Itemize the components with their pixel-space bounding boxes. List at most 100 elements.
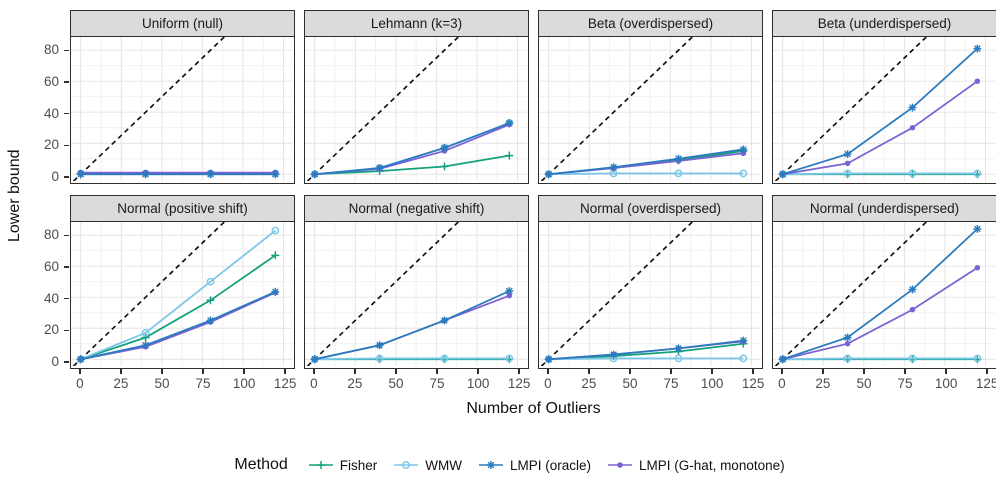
- series-line-circle-open: [314, 122, 510, 176]
- x-tick-label: 50: [856, 376, 872, 391]
- facet-panel: [304, 221, 529, 369]
- y-tick-mark: [64, 361, 69, 363]
- facet-strip: Beta (underdispersed): [772, 10, 996, 37]
- legend: Method Fisher WMW LMPI (oracle) LMPI (G-hat…: [24, 456, 995, 474]
- y-tick-label: 40: [43, 290, 59, 306]
- series-line-circle-open: [548, 357, 744, 361]
- x-tick-label: 25: [113, 376, 129, 391]
- facet-strip: Lehmann (k=3): [304, 10, 529, 37]
- panel-canvas: [305, 36, 528, 182]
- y-tick-label: 20: [43, 322, 59, 338]
- x-tick-mark: [313, 369, 315, 374]
- facet-strip: Uniform (null): [70, 10, 295, 37]
- legend-key-asterisk-icon: [479, 461, 504, 469]
- identity-reference-line: [72, 36, 225, 182]
- x-tick-label: 75: [195, 376, 211, 391]
- facet-panel: [772, 221, 996, 369]
- series-line-asterisk: [782, 47, 978, 176]
- panel-canvas: [539, 36, 762, 182]
- identity-reference-line: [774, 36, 927, 182]
- identity-reference-line: [540, 221, 693, 367]
- panel-canvas: [773, 221, 996, 367]
- panel-canvas: [539, 221, 762, 367]
- x-tick-label: 25: [815, 376, 831, 391]
- x-tick-label: 0: [76, 376, 84, 391]
- y-tick-label: 60: [43, 74, 59, 90]
- x-tick-mark: [284, 369, 286, 374]
- series-line-circle-open: [782, 357, 978, 361]
- x-tick-mark: [79, 369, 81, 374]
- x-tick-label: 0: [778, 376, 786, 391]
- facet-strip: Normal (positive shift): [70, 195, 295, 222]
- x-tick-label: 25: [581, 376, 597, 391]
- legend-key-circle-filled-icon: [608, 462, 633, 468]
- x-tick-label: 75: [663, 376, 679, 391]
- y-tick-mark: [64, 329, 69, 332]
- series-line-circle-open: [782, 172, 978, 176]
- facet-panel: [772, 36, 996, 184]
- y-tick-label: 80: [43, 42, 59, 58]
- x-tick-mark: [202, 369, 204, 374]
- series-line-plus: [80, 254, 276, 361]
- y-tick-label: 80: [43, 227, 59, 243]
- x-tick-label: 125: [975, 376, 996, 391]
- legend-key-circle-open-icon: [394, 461, 419, 469]
- x-tick-label: 50: [622, 376, 638, 391]
- legend-item-lmpi-g-hat-monotone-: LMPI (G-hat, monotone): [607, 457, 785, 473]
- facet-panel: [304, 36, 529, 184]
- x-tick-mark: [161, 369, 163, 374]
- y-tick-mark: [64, 81, 69, 83]
- identity-reference-line: [774, 221, 927, 367]
- facet-panel: [70, 221, 295, 369]
- series-line-circle-open: [80, 229, 276, 361]
- x-tick-mark: [670, 369, 672, 374]
- x-tick-label: 125: [507, 376, 531, 391]
- x-tick-label: 25: [347, 376, 363, 391]
- legend-key-plus-icon: [308, 461, 333, 469]
- facet-strip: Normal (overdispersed): [538, 195, 763, 222]
- x-tick-mark: [629, 369, 631, 374]
- legend-item-fisher: Fisher: [308, 457, 378, 473]
- legend-label: WMW: [425, 457, 463, 473]
- facet-strip: Normal (negative shift): [304, 195, 529, 222]
- y-tick-label: 40: [43, 105, 59, 121]
- legend-label: Fisher: [339, 457, 378, 473]
- y-tick-mark: [64, 297, 69, 300]
- series-line-asterisk: [782, 228, 978, 361]
- x-tick-label: 100: [934, 376, 958, 391]
- x-tick-mark: [588, 369, 590, 374]
- x-tick-mark: [822, 369, 824, 374]
- y-tick-mark: [64, 266, 69, 268]
- series-line-circle-filled: [782, 80, 978, 176]
- identity-reference-line: [306, 36, 459, 182]
- x-tick-mark: [120, 369, 122, 374]
- y-tick-mark: [64, 234, 69, 237]
- x-tick-label: 75: [897, 376, 913, 391]
- legend-title: Method: [234, 456, 288, 473]
- x-tick-mark: [904, 369, 906, 374]
- x-tick-mark: [781, 369, 783, 374]
- x-tick-label: 0: [310, 376, 318, 391]
- facet-plot-area: Number of Outliers Uniform (null) 0 20 40 60…: [24, 10, 996, 422]
- y-tick-label: 0: [51, 353, 59, 369]
- x-tick-mark: [986, 369, 988, 374]
- x-tick-mark: [863, 369, 865, 374]
- x-tick-label: 50: [154, 376, 170, 391]
- facet-panel: [538, 36, 763, 184]
- y-tick-label: 20: [43, 137, 59, 153]
- x-tick-label: 100: [232, 376, 256, 391]
- series-line-circle-open: [548, 172, 744, 176]
- panel-canvas: [773, 36, 996, 182]
- series-line-plus: [314, 154, 510, 176]
- y-tick-mark: [64, 144, 69, 147]
- series-line-asterisk: [548, 148, 744, 176]
- y-tick-mark: [64, 176, 69, 178]
- x-tick-mark: [436, 369, 438, 374]
- y-tick-label: 0: [51, 168, 59, 184]
- x-tick-label: 100: [466, 376, 490, 391]
- y-tick-mark: [64, 112, 69, 115]
- x-tick-label: 100: [700, 376, 724, 391]
- x-tick-label: 0: [544, 376, 552, 391]
- facet-panel: [70, 36, 295, 184]
- x-tick-label: 50: [388, 376, 404, 391]
